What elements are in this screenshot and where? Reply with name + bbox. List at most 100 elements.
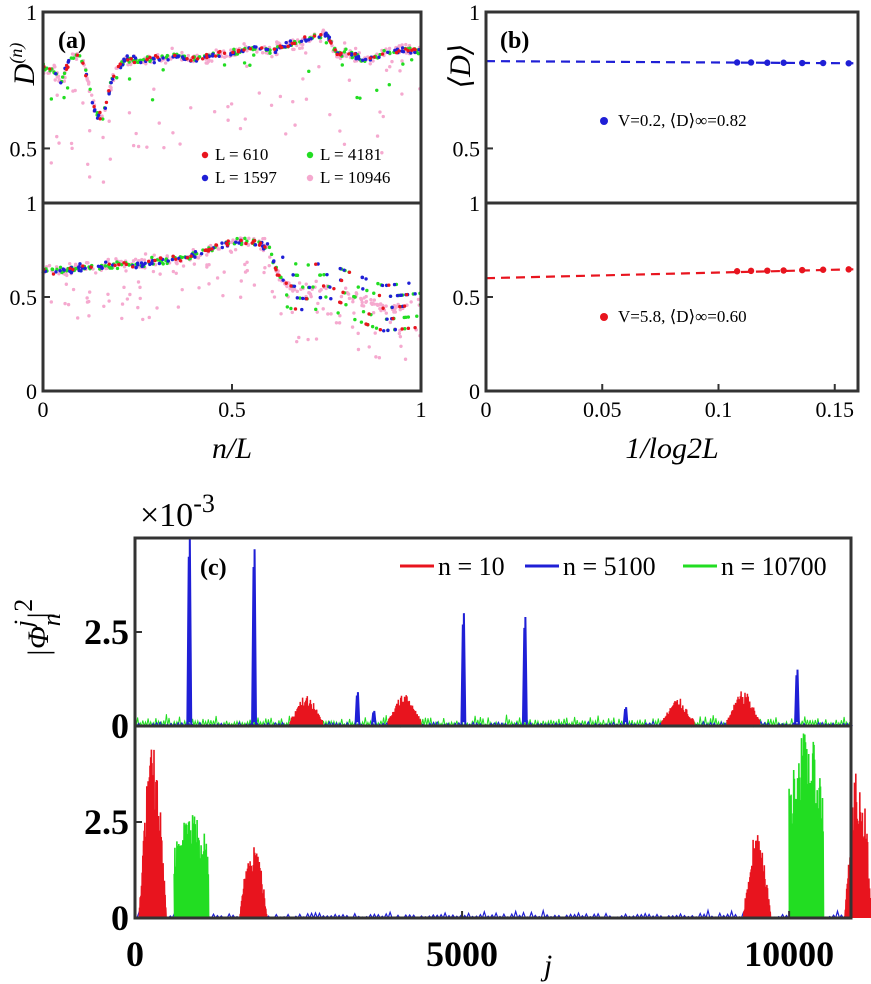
a-top-point xyxy=(349,53,354,57)
a-top-point xyxy=(204,52,209,57)
a-bottom-point xyxy=(205,253,209,257)
a-bottom-point xyxy=(171,254,175,259)
a-bottom-point xyxy=(361,310,366,314)
a-top-point xyxy=(375,134,380,138)
panel-a-tag: (a) xyxy=(58,28,86,54)
a-bottom-point xyxy=(290,287,294,291)
a-bottom-point xyxy=(261,237,265,241)
panel-b-ticks: 1 0.5 1 0.5 00 0.05 0.1 0.15 xyxy=(453,0,855,422)
a-top-point xyxy=(129,62,133,67)
a-bottom-point xyxy=(134,265,138,270)
a-top-point xyxy=(165,53,170,58)
a-top-point xyxy=(207,58,211,62)
a-bottom-point xyxy=(272,259,276,263)
a-bottom-point xyxy=(372,302,376,306)
a-bottom-point xyxy=(403,357,408,361)
panel-c-ticks: 2.502.500 5000 10000 xyxy=(84,612,834,974)
a-bottom-point xyxy=(311,285,315,289)
panel-a-top-marks xyxy=(41,28,422,184)
a-bottom-point xyxy=(234,240,238,244)
a-bottom-point xyxy=(215,276,220,280)
a-bottom-point xyxy=(398,304,402,309)
a-bottom-point xyxy=(87,314,91,318)
data-point xyxy=(799,59,806,67)
a-top-point xyxy=(390,59,394,64)
data-point xyxy=(799,266,806,274)
a-bottom-point xyxy=(279,312,283,316)
a-top-point xyxy=(312,34,317,38)
a-top-point xyxy=(309,37,313,41)
data-point xyxy=(845,60,852,67)
a-bottom-point xyxy=(369,301,374,305)
a-bottom-point xyxy=(378,306,382,311)
legend-label: L = 1597 xyxy=(215,168,277,187)
a-top-point xyxy=(81,101,85,105)
a-top-point xyxy=(90,101,95,105)
y-tick-label: 1 xyxy=(469,0,480,25)
top-peak-n5100 xyxy=(460,613,467,727)
a-bottom-point xyxy=(377,355,382,360)
panel-a-ticks: 1 0.5 1 0.5 00 0.5 1 xyxy=(10,0,427,422)
a-top-point xyxy=(387,46,392,51)
a-top-point xyxy=(133,56,138,60)
a-top-point xyxy=(64,67,69,71)
a-top-point xyxy=(87,175,92,179)
a-bottom-point xyxy=(395,293,400,298)
a-bottom-point xyxy=(295,296,300,300)
legend-marker xyxy=(201,174,209,182)
a-bottom-point xyxy=(54,270,58,274)
a-top-point xyxy=(62,71,67,76)
a-bottom-point xyxy=(78,262,82,266)
a-top-point xyxy=(307,69,311,74)
a-bottom-point xyxy=(268,255,272,259)
a-bottom-point xyxy=(272,295,277,299)
a-top-point xyxy=(67,58,71,63)
a-bottom-point xyxy=(290,310,294,315)
a-top-point xyxy=(397,44,401,48)
a-top-point xyxy=(358,96,362,100)
a-bottom-point xyxy=(314,337,319,341)
a-bottom-point xyxy=(147,315,151,320)
a-top-point xyxy=(178,142,182,146)
a-bottom-point xyxy=(373,331,377,335)
a-top-point xyxy=(173,53,177,58)
a-top-point xyxy=(84,68,88,72)
a-bottom-point xyxy=(119,259,123,264)
a-top-point xyxy=(161,56,165,60)
a-bottom-point xyxy=(113,263,117,268)
a-bottom-point xyxy=(337,321,342,325)
a-top-point xyxy=(304,39,308,43)
a-top-point xyxy=(127,77,132,81)
a-top-point xyxy=(397,49,401,53)
a-bottom-point xyxy=(325,272,329,277)
panel-b-xlabel: 1/log2L xyxy=(625,432,718,465)
a-bottom-point xyxy=(356,347,361,352)
a-top-point xyxy=(104,100,109,105)
a-top-point xyxy=(382,48,386,53)
a-bottom-point xyxy=(377,303,381,307)
a-bottom-point xyxy=(415,314,419,318)
a-top-point xyxy=(259,46,264,50)
a-bottom-point xyxy=(352,311,356,315)
a-top-point xyxy=(170,46,174,51)
a-top-point xyxy=(210,59,214,63)
bottom-block-n10 xyxy=(239,847,268,919)
a-bottom-point xyxy=(124,269,128,273)
data-point xyxy=(780,59,787,66)
a-top-point xyxy=(163,61,168,65)
a-bottom-point xyxy=(329,297,333,301)
y-tick-label: 1 xyxy=(26,191,37,216)
panel-c: 2.502.500 5000 10000 ×10-3 (c) j |Φnj|2 n … xyxy=(9,489,871,982)
a-bottom-point xyxy=(235,236,239,241)
a-top-point xyxy=(388,65,392,69)
a-top-point xyxy=(116,64,121,69)
a-top-point xyxy=(55,134,59,139)
a-bottom-point xyxy=(343,286,348,290)
a-top-point xyxy=(339,51,343,55)
a-top-point xyxy=(255,50,259,54)
a-bottom-point xyxy=(146,259,151,264)
a-top-point xyxy=(204,61,208,65)
a-bottom-point xyxy=(173,257,178,261)
a-top-point xyxy=(338,129,342,133)
a-top-point xyxy=(380,52,385,56)
